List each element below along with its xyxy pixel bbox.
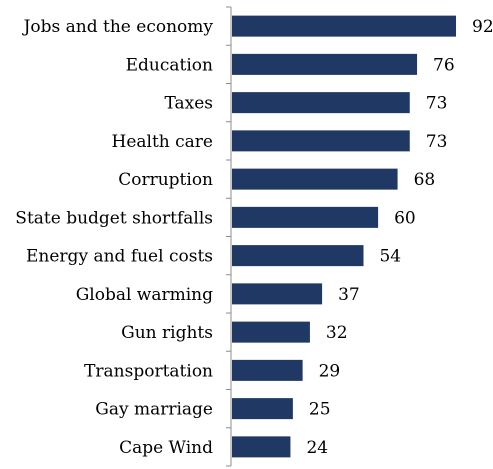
bars-group xyxy=(232,15,457,458)
category-label: Health care xyxy=(112,132,214,152)
category-label: Corruption xyxy=(118,170,213,190)
bar xyxy=(232,436,291,458)
category-label: State budget shortfalls xyxy=(15,208,213,228)
category-label: Transportation xyxy=(84,361,213,381)
value-label: 76 xyxy=(433,55,455,75)
value-label: 73 xyxy=(426,132,448,152)
value-labels: 92 76 73 73 68 60 54 37 32 29 25 24 xyxy=(306,17,493,458)
bar xyxy=(232,321,310,343)
category-label: Cape Wind xyxy=(119,438,213,458)
value-label: 73 xyxy=(426,94,448,114)
value-label: 37 xyxy=(338,285,360,305)
category-label: Energy and fuel costs xyxy=(26,247,213,267)
category-labels: Jobs and the economy Education Taxes Health… xyxy=(15,17,213,458)
value-label: 32 xyxy=(326,323,348,343)
value-label: 60 xyxy=(394,208,416,228)
category-label: Gun rights xyxy=(121,323,213,343)
category-label: Education xyxy=(126,55,213,75)
bar xyxy=(232,283,323,305)
bar xyxy=(232,92,410,114)
bar xyxy=(232,245,364,267)
category-label: Jobs and the economy xyxy=(22,17,214,37)
bar xyxy=(232,398,293,420)
value-label: 24 xyxy=(306,438,328,458)
axis-ticks xyxy=(226,6,231,467)
bar xyxy=(232,206,379,228)
value-label: 54 xyxy=(379,247,401,267)
bar xyxy=(232,130,410,152)
bar xyxy=(232,15,457,37)
category-label: Taxes xyxy=(164,94,213,114)
bar xyxy=(232,168,398,190)
value-label: 68 xyxy=(414,170,436,190)
value-label: 25 xyxy=(309,400,331,420)
category-label: Global warming xyxy=(76,285,213,305)
category-label: Gay marriage xyxy=(95,400,213,420)
value-label: 92 xyxy=(472,17,493,37)
bar xyxy=(232,53,418,75)
value-label: 29 xyxy=(319,361,341,381)
bar xyxy=(232,359,303,381)
